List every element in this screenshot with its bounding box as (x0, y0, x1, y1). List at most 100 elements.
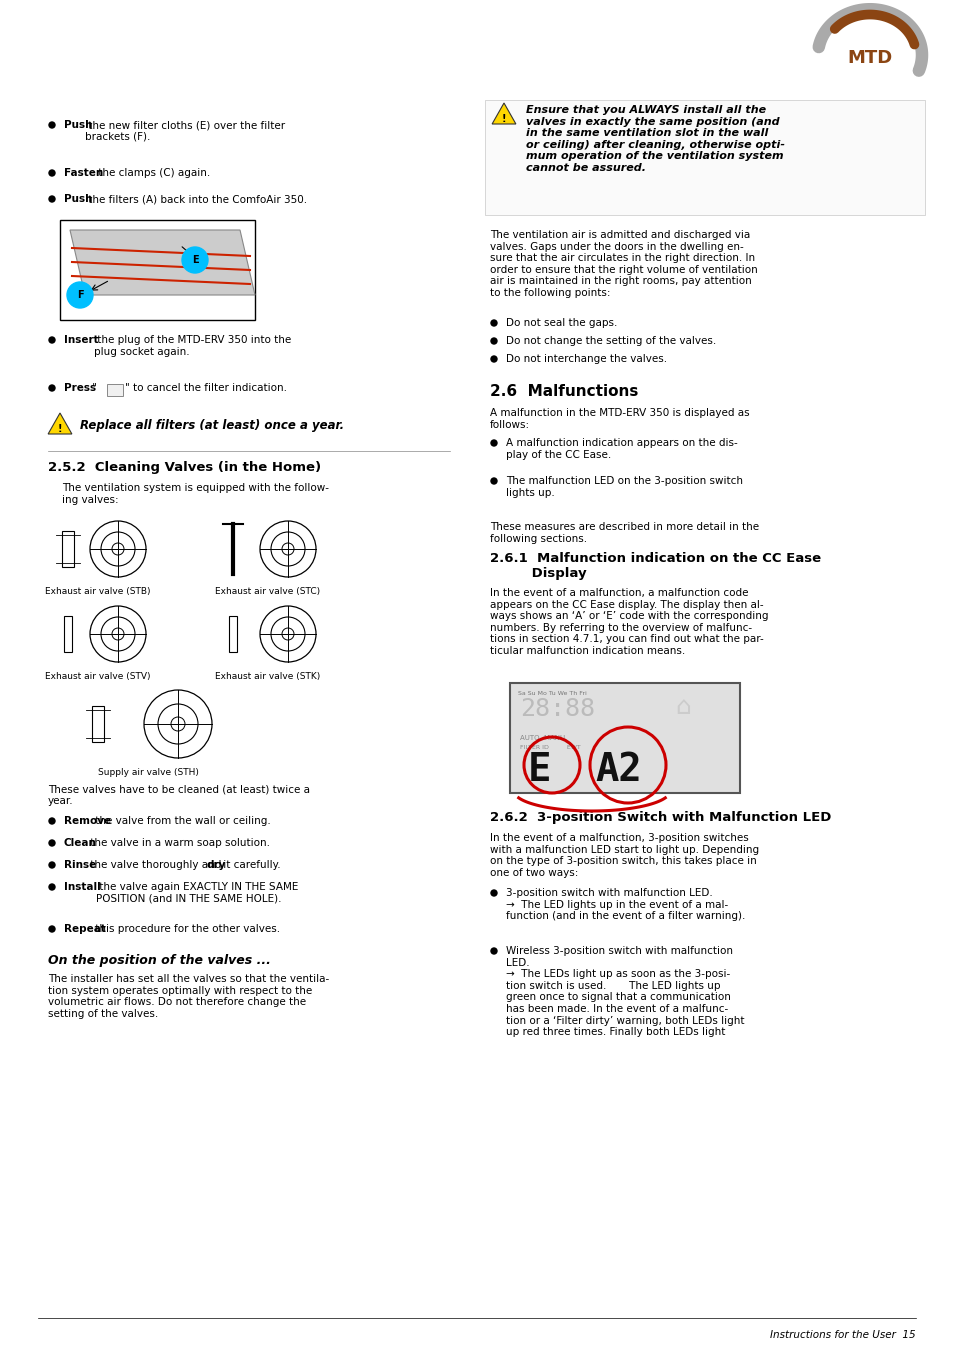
Circle shape (491, 948, 497, 954)
Text: the plug of the MTD-ERV 350 into the
plug socket again.: the plug of the MTD-ERV 350 into the plu… (94, 335, 291, 357)
Text: Instructions for the User  15: Instructions for the User 15 (770, 1329, 915, 1340)
Circle shape (491, 320, 497, 326)
Circle shape (101, 532, 135, 566)
Text: Push: Push (64, 120, 92, 130)
Circle shape (49, 196, 55, 203)
Text: Push: Push (64, 195, 92, 204)
Text: Exhaust air valve (STB): Exhaust air valve (STB) (45, 586, 151, 596)
Text: E: E (527, 751, 551, 789)
Text: Supply air valve (STH): Supply air valve (STH) (97, 767, 198, 777)
Polygon shape (48, 413, 71, 434)
Text: the valve again EXACTLY IN THE SAME
POSITION (and IN THE SAME HOLE).: the valve again EXACTLY IN THE SAME POSI… (96, 882, 298, 904)
Circle shape (49, 336, 55, 343)
Text: Replace all filters (at least) once a year.: Replace all filters (at least) once a ye… (80, 419, 344, 432)
Text: These valves have to be cleaned (at least) twice a
year.: These valves have to be cleaned (at leas… (48, 784, 310, 805)
Text: Do not change the setting of the valves.: Do not change the setting of the valves. (505, 336, 716, 346)
Text: ⌂: ⌂ (675, 694, 690, 719)
Circle shape (271, 617, 305, 651)
Circle shape (49, 170, 55, 176)
Circle shape (260, 607, 315, 662)
Text: Rinse: Rinse (64, 861, 96, 870)
Text: 2.6.1  Malfunction indication on the CC Ease
         Display: 2.6.1 Malfunction indication on the CC E… (490, 553, 821, 580)
Text: " to cancel the filter indication.: " to cancel the filter indication. (125, 382, 287, 393)
Text: Wireless 3-position switch with malfunction
LED.
→  The LEDs light up as soon as: Wireless 3-position switch with malfunct… (505, 946, 743, 1038)
Text: !: ! (58, 424, 62, 434)
Text: A malfunction indication appears on the dis-
play of the CC Ease.: A malfunction indication appears on the … (505, 438, 737, 459)
Circle shape (182, 247, 208, 273)
Circle shape (282, 543, 294, 555)
Bar (91, 707, 104, 742)
Text: Exhaust air valve (STV): Exhaust air valve (STV) (45, 671, 151, 681)
Text: F: F (76, 290, 83, 300)
Text: Insert: Insert (64, 335, 98, 345)
Text: the clamps (C) again.: the clamps (C) again. (95, 168, 211, 178)
Bar (510, 684, 740, 793)
Circle shape (491, 440, 497, 446)
Circle shape (271, 532, 305, 566)
Text: !: ! (501, 113, 506, 124)
Text: A2: A2 (595, 751, 641, 789)
Text: the valve from the wall or ceiling.: the valve from the wall or ceiling. (91, 816, 270, 825)
Text: Ensure that you ALWAYS install all the
valves in exactly the same position (and
: Ensure that you ALWAYS install all the v… (525, 105, 784, 173)
Circle shape (101, 617, 135, 651)
Bar (229, 616, 236, 653)
Bar (62, 531, 74, 567)
Text: MTD: MTD (846, 49, 892, 68)
Circle shape (90, 607, 146, 662)
Circle shape (144, 690, 212, 758)
Text: 2.5.2  Cleaning Valves (in the Home): 2.5.2 Cleaning Valves (in the Home) (48, 461, 321, 474)
Circle shape (171, 717, 185, 731)
Polygon shape (70, 230, 254, 295)
Polygon shape (492, 103, 516, 124)
Text: These measures are described in more detail in the
following sections.: These measures are described in more det… (490, 521, 759, 543)
Circle shape (90, 521, 146, 577)
Circle shape (491, 338, 497, 345)
Circle shape (67, 282, 92, 308)
Bar (107, 384, 123, 396)
Circle shape (112, 543, 124, 555)
Text: Clean: Clean (64, 838, 97, 848)
Text: Sa Su Mo Tu We Th Fri: Sa Su Mo Tu We Th Fri (517, 690, 586, 696)
Text: In the event of a malfunction, a malfunction code
appears on the CC Ease display: In the event of a malfunction, a malfunc… (490, 588, 768, 657)
Bar (64, 616, 71, 653)
Text: E: E (192, 255, 198, 265)
Text: 2.6.2  3-position Switch with Malfunction LED: 2.6.2 3-position Switch with Malfunction… (490, 811, 830, 824)
Text: 28:88: 28:88 (519, 697, 595, 721)
Circle shape (491, 357, 497, 362)
Circle shape (491, 890, 497, 896)
Text: ": " (89, 382, 97, 393)
Text: Remove: Remove (64, 816, 111, 825)
Circle shape (49, 122, 55, 128)
Text: In the event of a malfunction, 3-position switches
with a malfunction LED start : In the event of a malfunction, 3-positio… (490, 834, 759, 878)
Text: the filters (A) back into the ComfoAir 350.: the filters (A) back into the ComfoAir 3… (85, 195, 307, 204)
Text: Exhaust air valve (STC): Exhaust air valve (STC) (215, 586, 320, 596)
Circle shape (49, 862, 55, 867)
Circle shape (491, 478, 497, 484)
Circle shape (112, 628, 124, 640)
Text: Repeat: Repeat (64, 924, 106, 934)
Text: the valve thoroughly and: the valve thoroughly and (87, 861, 224, 870)
Text: Press: Press (64, 382, 96, 393)
Circle shape (49, 385, 55, 390)
Text: AUTO  MANU: AUTO MANU (519, 735, 564, 740)
Text: Install: Install (64, 882, 101, 892)
Circle shape (158, 704, 198, 744)
Text: The ventilation system is equipped with the follow-
ing valves:: The ventilation system is equipped with … (62, 484, 329, 505)
Circle shape (49, 840, 55, 846)
Text: 2.6  Malfunctions: 2.6 Malfunctions (490, 384, 638, 399)
Circle shape (49, 817, 55, 824)
Text: 3-position switch with malfunction LED.
→  The LED lights up in the event of a m: 3-position switch with malfunction LED. … (505, 888, 744, 921)
Circle shape (49, 925, 55, 932)
Circle shape (260, 521, 315, 577)
Text: Exhaust air valve (STK): Exhaust air valve (STK) (215, 671, 320, 681)
Text: A malfunction in the MTD-ERV 350 is displayed as
follows:: A malfunction in the MTD-ERV 350 is disp… (490, 408, 749, 430)
Circle shape (282, 628, 294, 640)
Bar (484, 100, 924, 215)
Text: Fasten: Fasten (64, 168, 103, 178)
Text: Do not interchange the valves.: Do not interchange the valves. (505, 354, 666, 363)
Text: this procedure for the other valves.: this procedure for the other valves. (91, 924, 279, 934)
Text: FILTER ID         EWT: FILTER ID EWT (519, 744, 580, 750)
Text: The ventilation air is admitted and discharged via
valves. Gaps under the doors : The ventilation air is admitted and disc… (490, 230, 757, 299)
Text: Do not seal the gaps.: Do not seal the gaps. (505, 317, 617, 328)
Text: the valve in a warm soap solution.: the valve in a warm soap solution. (87, 838, 270, 848)
